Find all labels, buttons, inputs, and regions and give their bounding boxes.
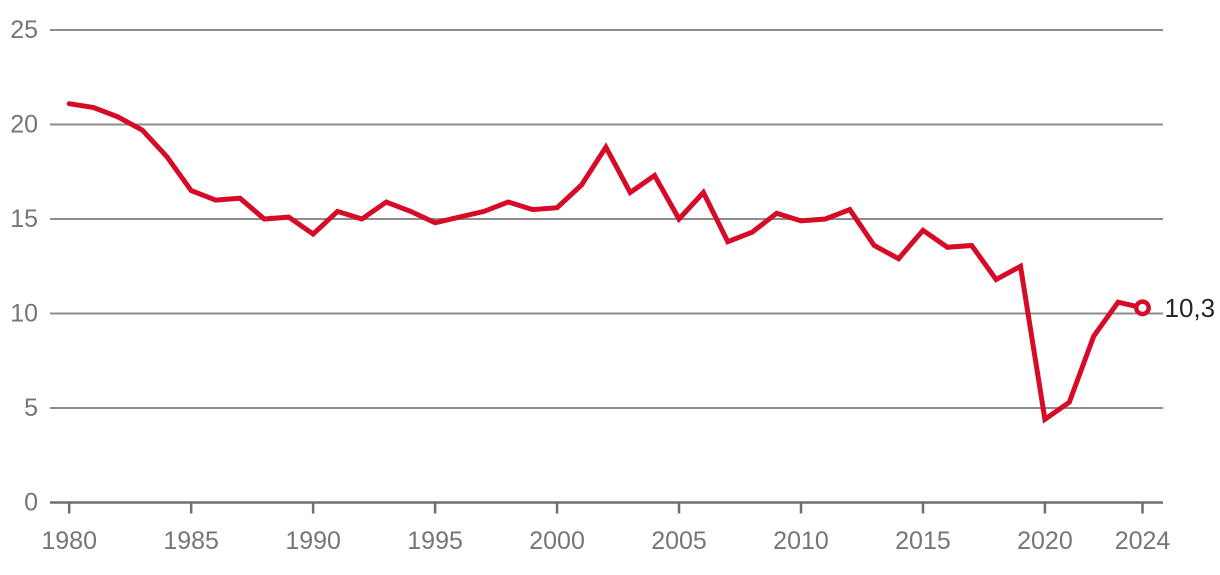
x-tick-label: 1995 [407, 527, 463, 555]
y-tick-label: 20 [10, 111, 38, 139]
data-line [66, 101, 1145, 424]
x-axis-group: 1980 1985 1990 1995 2000 2005 2010 2015 2020 2024 [41, 503, 1171, 555]
x-tick-label: 2020 [1017, 527, 1073, 555]
y-axis-labels-group: 0 5 10 15 20 25 [10, 16, 38, 517]
x-tick-label: 2024 [1115, 527, 1171, 555]
y-tick-label: 5 [24, 394, 38, 422]
data-series-group: 10,3 [66, 101, 1216, 424]
gridlines-group [50, 29, 1163, 504]
end-point-marker [1134, 299, 1151, 317]
y-tick-label: 25 [10, 16, 38, 44]
end-value-label: 10,3 [1165, 293, 1216, 323]
x-tick-label: 1990 [285, 527, 341, 555]
y-tick-label: 10 [10, 300, 38, 328]
x-tick-label: 2005 [651, 527, 707, 555]
x-tick-label: 1980 [41, 527, 97, 555]
x-tick-label: 1985 [163, 527, 219, 555]
x-tick-label: 2000 [529, 527, 585, 555]
y-tick-label: 15 [10, 205, 38, 233]
x-tick-label: 2010 [773, 527, 829, 555]
x-tick-label: 2015 [895, 527, 951, 555]
y-tick-label: 0 [24, 489, 38, 517]
